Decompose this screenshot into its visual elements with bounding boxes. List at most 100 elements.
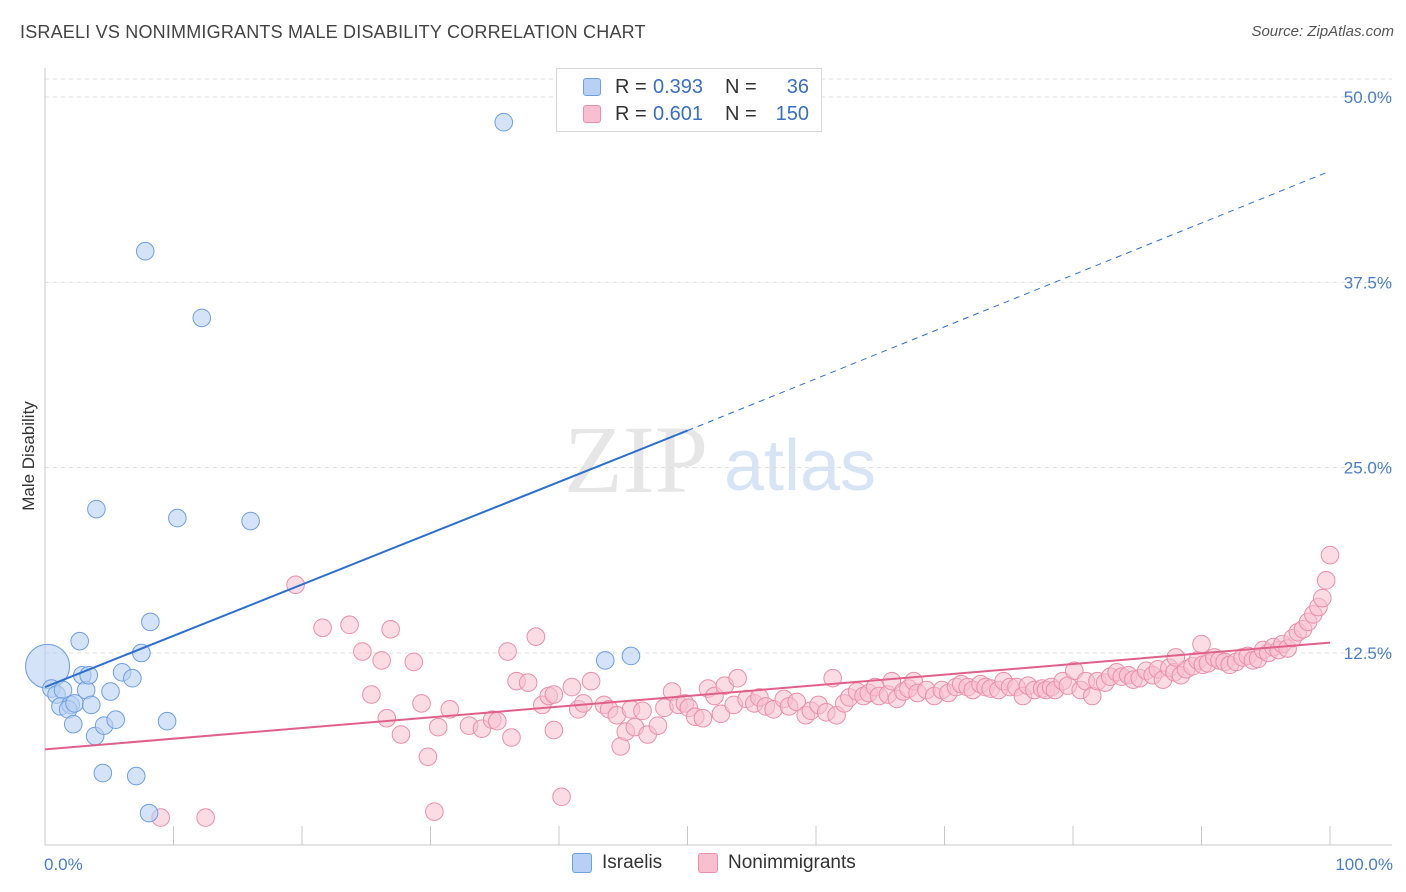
point-nonimmigrants: [1192, 634, 1211, 654]
legend-r-label: R =: [615, 102, 647, 125]
y-axis-label: Male Disability: [19, 401, 38, 511]
point-nonimmigrants: [498, 642, 517, 661]
point-nonimmigrants: [313, 618, 332, 638]
y-tick-label: 37.5%: [1344, 273, 1392, 292]
bottom-legend-swatch-israelis: [572, 853, 592, 873]
point-nonimmigrants: [633, 701, 652, 721]
point-israelis: [192, 308, 212, 328]
bottom-legend-israelis: Israelis: [572, 852, 662, 874]
y-tick-label: 12.5%: [1344, 644, 1392, 663]
legend-row-israelis: R = 0.393 N = 36: [583, 75, 809, 99]
point-nonimmigrants: [518, 673, 538, 692]
point-nonimmigrants: [787, 692, 807, 712]
point-israelis: [157, 711, 177, 731]
y-axis-ticks: 12.5% 25.0% 37.5% 50.0%: [1344, 88, 1392, 663]
point-nonimmigrants: [425, 802, 444, 821]
point-israelis: [135, 241, 155, 261]
bottom-legend: Israelis Nonimmigrants: [0, 852, 1406, 878]
watermark: ZIP atlas: [564, 406, 876, 513]
point-nonimmigrants: [1166, 648, 1186, 667]
point-nonimmigrants: [693, 708, 713, 728]
point-israelis: [63, 714, 83, 734]
y-tick-label: 25.0%: [1344, 459, 1392, 478]
point-israelis: [70, 631, 89, 651]
watermark-zip: ZIP: [564, 406, 708, 513]
point-nonimmigrants: [381, 619, 400, 639]
point-nonimmigrants: [1064, 661, 1084, 681]
x-tick-label: 0.0%: [44, 855, 83, 874]
point-nonimmigrants: [340, 615, 359, 635]
point-nonimmigrants: [362, 685, 381, 704]
point-nonimmigrants: [488, 711, 507, 731]
point-israelis: [494, 112, 514, 132]
point-nonimmigrants: [882, 671, 902, 691]
point-israelis: [87, 499, 106, 519]
point-nonimmigrants: [544, 720, 564, 740]
bottom-legend-label-nonimmigrants: Nonimmigrants: [728, 852, 856, 873]
legend-n-value: 36: [786, 75, 809, 98]
point-nonimmigrants: [1312, 588, 1332, 608]
point-israelis: [168, 508, 187, 528]
point-israelis: [106, 710, 125, 730]
point-nonimmigrants: [372, 651, 391, 670]
trendline-israelis-extension: [687, 170, 1331, 432]
point-israelis: [141, 612, 160, 632]
point-nonimmigrants: [526, 627, 546, 646]
trendline-israelis: [44, 429, 688, 689]
chart-title: ISRAELI VS NONIMMIGRANTS MALE DISABILITY…: [20, 22, 646, 42]
point-israelis: [595, 651, 615, 670]
y-tick-label: 50.0%: [1344, 88, 1392, 107]
point-israelis: [93, 763, 113, 783]
point-nonimmigrants: [728, 668, 747, 688]
legend: R = 0.393 N = 36 R = 0.601 N = 150: [556, 68, 822, 132]
legend-r-value: 0.393: [653, 75, 704, 98]
source-credit: Source: ZipAtlas.com: [1251, 23, 1394, 40]
x-tick-label: 100.0%: [1335, 855, 1393, 874]
point-nonimmigrants: [418, 747, 438, 767]
point-nonimmigrants: [353, 642, 372, 661]
legend-n-value: 150: [775, 102, 809, 125]
legend-row-nonimmigrants: R = 0.601 N = 150: [583, 102, 809, 126]
x-axis-ticks: 0.0% 100.0%: [44, 855, 1393, 874]
point-nonimmigrants: [552, 787, 571, 807]
watermark-atlas: atlas: [724, 426, 876, 506]
bottom-legend-nonimmigrants: Nonimmigrants: [698, 852, 856, 874]
series-israelis: [25, 112, 641, 823]
bottom-legend-swatch-nonimmigrants: [698, 853, 718, 873]
legend-n-label: N =: [725, 102, 757, 125]
point-nonimmigrants: [377, 708, 397, 728]
legend-swatch-israelis: [583, 78, 601, 96]
point-israelis: [241, 511, 260, 531]
point-nonimmigrants: [440, 700, 460, 719]
grid: [45, 78, 1392, 654]
point-nonimmigrants: [711, 704, 731, 724]
trendline-nonimmigrants: [44, 641, 1331, 751]
point-nonimmigrants: [502, 728, 521, 747]
point-israelis: [126, 766, 146, 786]
point-nonimmigrants: [196, 808, 215, 827]
point-israelis: [101, 682, 120, 701]
point-nonimmigrants: [562, 677, 582, 697]
legend-swatch-nonimmigrants: [583, 105, 601, 123]
point-israelis: [139, 803, 159, 823]
point-nonimmigrants: [648, 716, 668, 735]
point-nonimmigrants: [391, 725, 411, 744]
point-israelis: [81, 695, 101, 715]
point-nonimmigrants: [404, 652, 424, 672]
legend-r-value: 0.601: [653, 102, 704, 125]
series-nonimmigrants: [151, 545, 1340, 827]
axes: [44, 68, 1392, 846]
point-nonimmigrants: [1316, 571, 1336, 590]
legend-n-label: N =: [725, 75, 757, 98]
point-israelis: [123, 668, 142, 688]
bottom-legend-label-israelis: Israelis: [602, 852, 663, 873]
trendlines: [44, 170, 1331, 751]
point-nonimmigrants: [581, 671, 601, 691]
legend-r-label: R =: [615, 75, 647, 98]
point-nonimmigrants: [412, 694, 431, 713]
point-israelis: [621, 646, 641, 666]
point-nonimmigrants: [428, 717, 448, 737]
point-nonimmigrants: [544, 685, 564, 704]
point-nonimmigrants: [1320, 545, 1340, 565]
